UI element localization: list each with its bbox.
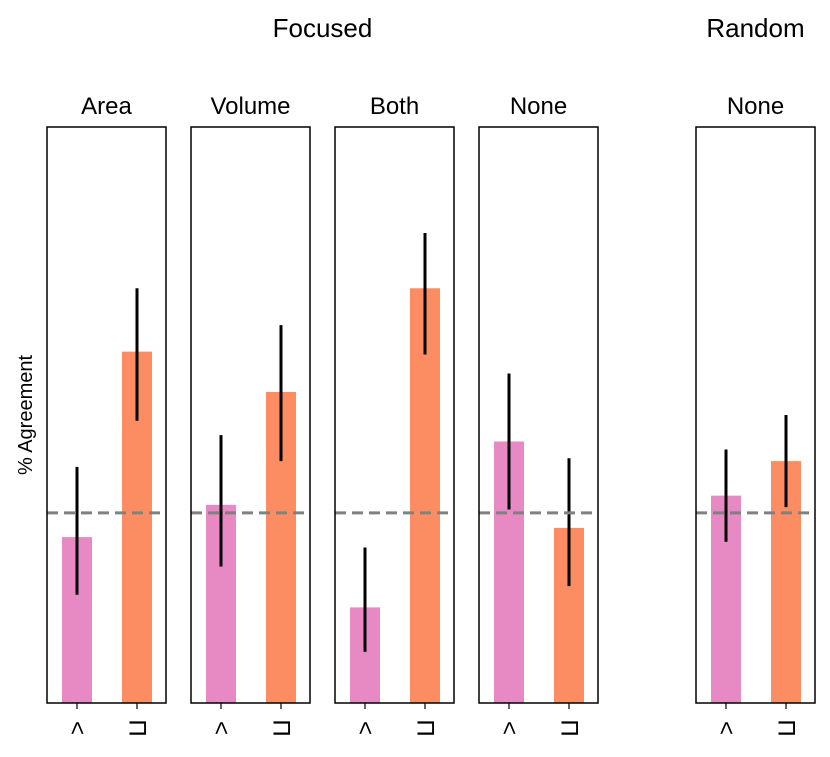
panel-frame [46,126,167,704]
y-axis-label: % Agreement [15,355,37,476]
panel-frame [478,126,599,704]
panel-title: Area [81,93,132,120]
panel-4: None < Π [695,93,816,737]
group-titles: Focused Random [273,13,805,43]
panel-frame [334,126,455,704]
panel-title: Both [370,93,419,120]
x-tick-label: < [208,721,235,735]
panel-3: None < Π [478,93,599,737]
x-tick-label: < [496,721,523,735]
x-tick-label: Π [124,719,151,736]
panel-frame [695,126,816,704]
x-tick-label: Π [268,719,295,736]
group-title-random: Random [706,13,804,43]
panel-0: Area < Π [46,93,167,737]
panel-title: Volume [210,93,290,120]
x-tick-label: Π [556,719,583,736]
panels: Area < Π Volume < Π Both < Π None < Π None < Π [46,93,816,737]
x-tick-label: < [352,721,379,735]
panel-title: None [510,93,567,120]
bar-pi [410,288,440,703]
x-tick-label: < [713,721,740,735]
panel-frame [190,126,311,704]
group-title-focused: Focused [273,13,373,43]
x-tick-label: Π [773,719,800,736]
panel-title: None [727,93,784,120]
x-tick-label: < [64,721,91,735]
panel-1: Volume < Π [190,93,311,737]
panel-2: Both < Π [334,93,455,737]
x-tick-label: Π [412,719,439,736]
